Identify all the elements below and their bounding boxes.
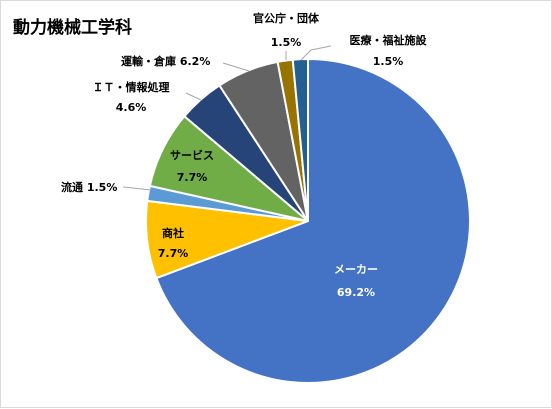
slice-category-label: 商社 [162,226,184,240]
slice-category-label: メーカー [334,263,378,276]
slice-value-label: 69.2% [337,286,375,299]
pie-slice [155,57,471,384]
slice-category-label: 官公庁・団体 [253,11,320,25]
pie-slice [291,57,309,222]
chart-title: 動力機械工学科 [13,18,132,38]
leader-line [222,62,250,72]
leader-line [300,45,332,61]
slice-category-label: サービス [170,148,214,162]
slice-value-label: 1.5% [373,55,404,68]
slice-value-label: 4.6% [116,101,147,114]
slice-value-label: 7.7% [177,171,208,184]
leader-line [185,92,202,101]
slice-category-label: ＩＴ・情報処理 [93,80,170,94]
slice-category-label: 医療・福祉施設 [350,33,428,47]
slice-value-label: 7.7% [158,247,189,260]
leader-line [122,186,152,191]
slice-label: 流通 1.5% [61,180,117,194]
slice-label: 運輸・倉庫 6.2% [121,54,210,68]
slice-value-label: 1.5% [271,36,302,49]
